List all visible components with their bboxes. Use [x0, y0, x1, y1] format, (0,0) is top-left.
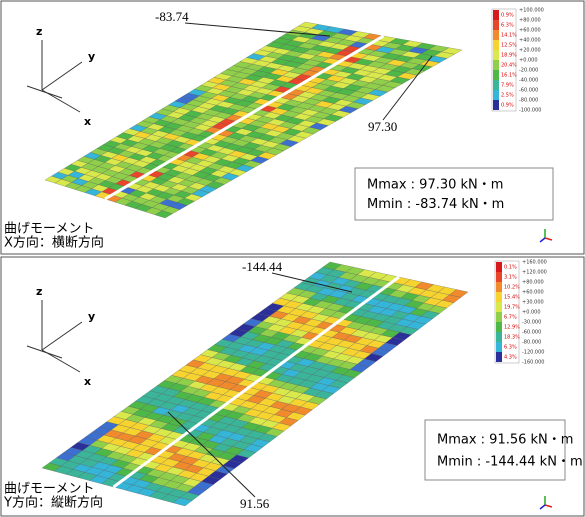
legend-percentage: 15.4% [504, 295, 520, 301]
legend-swatch [493, 100, 499, 110]
legend-value: -160.000 [522, 360, 544, 366]
legend-value: +0.000 [519, 58, 538, 64]
axis-label: x [84, 115, 91, 128]
legend-swatch [496, 322, 502, 332]
legend-value: -20.000 [519, 68, 538, 74]
legend-percentage: 2.5% [501, 93, 514, 99]
mmin: Mmin : -83.74 kN・m [367, 197, 504, 212]
axis-label: x [84, 375, 91, 388]
legend-percentage: 7.9% [501, 83, 514, 89]
min-label: -83.74 [155, 9, 189, 24]
legend-value: +80.000 [519, 18, 541, 24]
legend-percentage: 3.1% [504, 275, 517, 281]
legend-percentage: 12.9% [504, 325, 520, 331]
icon [545, 238, 552, 240]
legend-swatch [496, 302, 502, 312]
legend-value: +100.000 [519, 8, 544, 14]
legend-swatch [493, 20, 499, 30]
caption: X方向：横断方向 [4, 235, 104, 251]
legend-value: +160.000 [522, 260, 547, 266]
mmin: Mmin : -144.44 kN・m [437, 455, 583, 470]
contour-panel [42, 262, 468, 506]
legend-percentage: 0.1% [504, 265, 517, 271]
legend-swatch [493, 10, 499, 20]
mmax: Mmax : 97.30 kN・m [367, 178, 503, 193]
legend-swatch [496, 332, 502, 342]
icon [545, 505, 552, 507]
legend-percentage: 4.3% [504, 355, 517, 361]
axis-arrow [42, 322, 82, 350]
legend-percentage: 6.3% [501, 23, 514, 29]
caption: Y方向：縦断方向 [3, 495, 103, 511]
legend-percentage: 20.4% [501, 63, 517, 69]
legend-value: -80.000 [522, 340, 541, 346]
legend-value: -120.000 [522, 350, 544, 356]
legend-swatch [496, 342, 502, 352]
legend-swatch [493, 60, 499, 70]
legend-swatch [496, 312, 502, 322]
legend-value: +120.000 [522, 270, 547, 276]
legend-percentage: 19.7% [504, 305, 520, 311]
icon [540, 238, 545, 242]
legend-percentage: 14.1% [501, 33, 517, 39]
axis-label: z [36, 25, 42, 38]
legend-percentage: 6.3% [504, 345, 517, 351]
max-label: 91.56 [240, 496, 270, 511]
axis-label: y [88, 50, 95, 63]
mmax: Mmax : 91.56 kN・m [437, 432, 573, 447]
legend-value: +30.000 [522, 300, 544, 306]
legend-swatch [493, 50, 499, 60]
legend-percentage: 18.3% [504, 335, 520, 341]
legend-value: -60.000 [519, 88, 538, 94]
legend-swatch [493, 70, 499, 80]
legend-value: +40.000 [519, 38, 541, 44]
legend-percentage: 6.7% [504, 315, 517, 321]
legend-value: -40.000 [519, 78, 538, 84]
legend-swatch [493, 90, 499, 100]
caption: 曲げモーメント [4, 222, 94, 237]
caption: 曲げモーメント [4, 482, 94, 497]
legend-value: -30.000 [522, 320, 541, 326]
legend-value: -100.000 [519, 108, 541, 114]
legend-percentage: 16.1% [501, 73, 517, 79]
legend-percentage: 0.9% [501, 103, 514, 109]
legend-swatch [496, 272, 502, 282]
legend-swatch [496, 262, 502, 272]
legend-swatch [496, 292, 502, 302]
result-box [425, 420, 565, 480]
result-box [355, 168, 553, 220]
legend-value: +0.000 [522, 310, 541, 316]
legend-percentage: 10.2% [504, 285, 520, 291]
legend-swatch [496, 352, 502, 362]
legend-percentage: 12.5% [501, 43, 517, 49]
legend-value: -80.000 [519, 98, 538, 104]
legend-swatch [493, 40, 499, 50]
legend-value: +20.000 [519, 48, 541, 54]
legend-swatch [493, 80, 499, 90]
center-line [114, 277, 400, 487]
screenshot: -83.74 97.30 0.9% 6.3% 14.1% 12.5% 18.9% 20.4% 1… [0, 0, 585, 517]
legend-value: +60.000 [522, 290, 544, 296]
legend-swatch [496, 282, 502, 292]
legend-value: -60.000 [522, 330, 541, 336]
axis-arrow [42, 62, 82, 90]
legend-percentage: 18.9% [501, 53, 517, 59]
axis-label: y [88, 310, 95, 323]
min-label: -144.44 [242, 259, 283, 274]
icon [540, 505, 545, 509]
legend-swatch [493, 30, 499, 40]
legend-percentage: 0.9% [501, 13, 514, 19]
axis-label: z [36, 285, 42, 298]
legend-value: +80.000 [522, 280, 544, 286]
legend-value: +60.000 [519, 28, 541, 34]
max-label: 97.30 [368, 119, 397, 134]
